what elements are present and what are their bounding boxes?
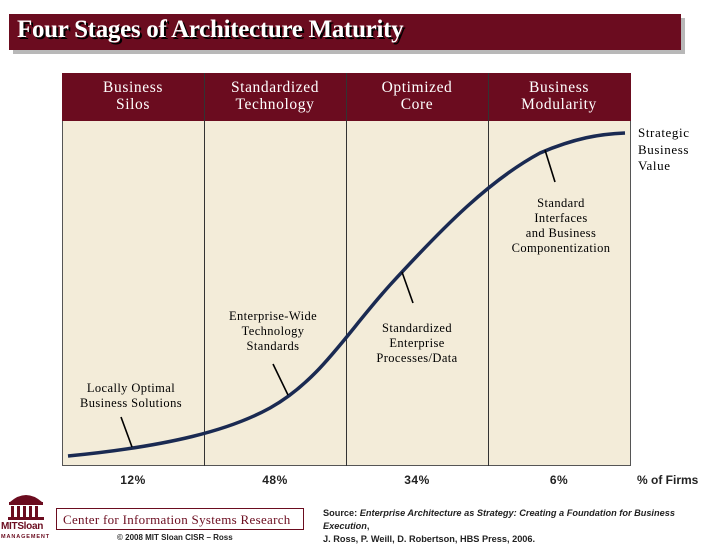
annotation-pointer: [120, 416, 133, 448]
annotation-pointer: [401, 271, 414, 304]
stage-label-optimized-core: Optimized Core: [381, 79, 453, 113]
annotation-standardized-processes: Standardized Enterprise Processes/Data: [376, 321, 458, 365]
annotation-locally-optimal: Locally Optimal Business Solutions: [79, 381, 182, 410]
annotation-enterprise-wide-standards: Enterprise-Wide Technology Standards: [228, 309, 318, 353]
annotation-standard-interfaces: Standard Interfaces and Business Componenti…: [511, 196, 611, 255]
logo-subtext: MANAGEMENT: [1, 534, 51, 540]
stage-label-standardized-technology: Standardized Technology: [230, 79, 320, 113]
title-bar: Four Stages of Architecture Maturity: [9, 14, 681, 50]
percent-of-firms-label: % of Firms: [637, 473, 699, 487]
stage-divider: [488, 73, 489, 466]
stage-label-business-modularity: Business Modularity: [521, 79, 597, 113]
y-axis-label: Strategic Business Value: [638, 125, 690, 173]
logo-wordmark: MITSloan: [1, 521, 44, 532]
stage-label-business-silos: Business Silos: [103, 79, 163, 113]
cisr-box: [56, 508, 304, 530]
percent-business-modularity: 6%: [549, 473, 569, 487]
cisr-name: Center for Information Systems Research: [63, 512, 291, 527]
maturity-s-curve: [67, 131, 626, 458]
source-citation: Source: Enterprise Architecture as Strat…: [323, 508, 675, 544]
percent-business-silos: 12%: [120, 473, 146, 487]
mit-sloan-logo: MITSloan MANAGEMENT: [0, 488, 52, 546]
annotation-pointer: [544, 149, 556, 183]
annotation-pointer: [272, 363, 289, 396]
dome-icon: [6, 490, 46, 520]
stage-divider: [346, 73, 347, 466]
stage-divider: [204, 73, 205, 466]
percent-standardized-technology: 48%: [262, 473, 288, 487]
slide-title: Four Stages of Architecture Maturity: [17, 16, 404, 43]
percent-optimized-core: 34%: [404, 473, 430, 487]
copyright: © 2008 MIT Sloan CISR – Ross: [117, 533, 233, 542]
